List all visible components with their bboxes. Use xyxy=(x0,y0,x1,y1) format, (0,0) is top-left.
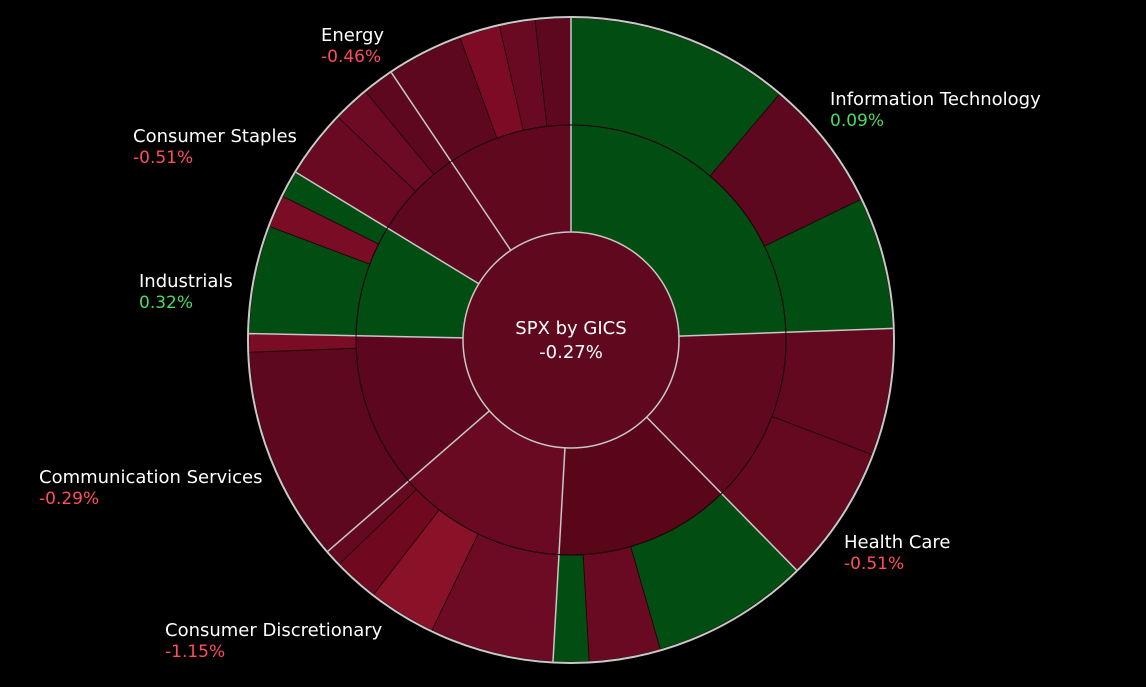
chart-title: SPX by GICS xyxy=(515,318,626,339)
value-consumer-discretionary: -1.15% xyxy=(165,642,225,662)
label-consumer-staples: Consumer Staples xyxy=(133,126,297,147)
labels-group: Information Technology 0.09% Health Care… xyxy=(39,25,1041,662)
label-health-care: Health Care xyxy=(844,532,951,553)
value-information-technology: 0.09% xyxy=(830,111,884,131)
outer-ring-border xyxy=(247,16,895,664)
value-consumer-staples: -0.51% xyxy=(133,148,193,168)
middle-ring-border xyxy=(355,124,787,556)
label-information-technology: Information Technology xyxy=(830,89,1041,110)
center-circle[interactable] xyxy=(462,231,680,449)
chart-total-change: -0.27% xyxy=(539,342,603,363)
value-energy: -0.46% xyxy=(321,47,381,67)
value-health-care: -0.51% xyxy=(844,554,904,574)
center-group: SPX by GICS -0.27% xyxy=(462,231,680,449)
label-energy: Energy xyxy=(321,25,384,46)
value-communication-services: -0.29% xyxy=(39,489,99,509)
label-industrials: Industrials xyxy=(139,271,233,292)
rings-group xyxy=(247,16,895,664)
label-communication-services: Communication Services xyxy=(39,467,263,488)
value-industrials: 0.32% xyxy=(139,293,193,313)
label-consumer-discretionary: Consumer Discretionary xyxy=(165,620,383,641)
